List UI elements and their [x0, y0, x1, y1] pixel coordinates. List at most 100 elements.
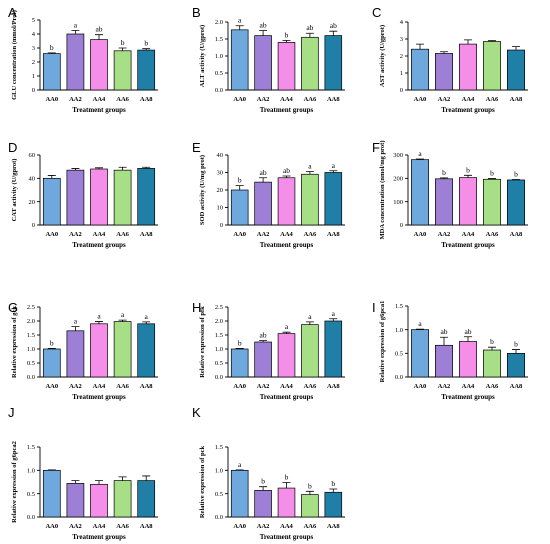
bar-aa0	[230, 189, 249, 226]
x-axis-label: Treatment groups	[260, 241, 314, 249]
y-tick-label: 300	[393, 152, 403, 159]
error-bar	[305, 321, 314, 325]
error-bar	[282, 482, 291, 489]
bar-aa2	[254, 341, 272, 378]
x-tick-label: AA6	[486, 96, 499, 103]
error-bar	[118, 47, 127, 51]
x-tick-label: AA8	[327, 523, 340, 530]
chart-panel-c: C 0 1 2 3 4 AA0 AA2 AA4 AA6 AA8 Treatment groups AST…	[372, 5, 528, 114]
bar-aa8	[507, 49, 525, 91]
error-bar	[95, 34, 103, 40]
significance-label: b	[121, 38, 125, 47]
y-tick-label: 0	[32, 222, 35, 229]
y-axis-label: Relative expression of g6pca2	[11, 441, 18, 523]
y-tick-label: 2.5	[215, 304, 223, 311]
y-axis-label: Relative expression of pck	[199, 445, 206, 518]
error-bar	[142, 166, 151, 169]
x-tick-label: AA0	[45, 96, 58, 103]
y-tick-label: 200	[393, 176, 403, 183]
y-tick-label: 0.0	[395, 374, 403, 381]
y-tick-label: 100	[393, 199, 403, 206]
error-bar	[282, 175, 291, 178]
y-tick-label: 2.5	[27, 304, 35, 311]
bar-aa2	[254, 181, 272, 226]
error-bar	[71, 30, 80, 34]
bar-aa4	[90, 323, 108, 378]
x-tick-label: AA2	[257, 96, 270, 103]
y-tick-label: 0.5	[27, 360, 35, 367]
bar-aa4	[459, 177, 477, 226]
significance-label: a	[145, 312, 149, 321]
y-tick-label: 2.0	[215, 318, 223, 325]
x-tick-label: AA0	[414, 231, 427, 238]
significance-label: ab	[260, 331, 267, 340]
y-axis-label: CAT activity (U/gprot)	[11, 159, 18, 222]
x-tick-label: AA8	[510, 231, 523, 238]
bar-aa6	[113, 50, 132, 91]
x-tick-label: AA0	[233, 96, 246, 103]
y-tick-label: 0.0	[27, 374, 35, 381]
y-axis-label: MDA concentration (nmol/mg prot)	[379, 141, 386, 240]
bar-aa6	[301, 36, 319, 91]
chart-panel-a: A 0 1 2 3 4 5 b AA0 a AA2 ab AA4 b AA6 b AA8 Treatment gr…	[8, 5, 158, 114]
error-bar	[142, 321, 151, 324]
panel-label: F	[372, 140, 380, 155]
y-tick-label: 1.5	[395, 303, 403, 310]
panel-label: I	[372, 300, 376, 315]
y-tick-label: 1.5	[27, 444, 35, 451]
significance-label: a	[121, 310, 125, 319]
bar-aa8	[137, 168, 156, 226]
x-tick-label: AA2	[69, 231, 82, 238]
error-bar	[71, 168, 80, 171]
significance-label: ab	[306, 23, 313, 32]
chart-panel-e: E 0 10 20 30 40 b AA0 ab AA2 ab AA4 a AA6 a AA8 Treatmen…	[192, 140, 345, 249]
error-bar	[235, 185, 244, 190]
x-tick-label: AA4	[280, 231, 293, 238]
y-axis-label: SOD activity (U/mg prot)	[199, 155, 206, 225]
chart-panel-i: I 0.0 0.5 1.0 1.5 a AA0 ab AA2 ab AA4 b AA6 b AA8 Treat…	[372, 300, 528, 401]
y-tick-label: 0.5	[215, 360, 223, 367]
bar-aa6	[301, 494, 319, 518]
y-axis-label: Relative expression of gck	[11, 306, 18, 378]
error-bar	[282, 331, 291, 334]
y-axis-label: Relative expression of g6pca1	[379, 301, 386, 383]
bar-aa2	[66, 33, 85, 91]
y-tick-label: 0	[32, 87, 35, 94]
x-tick-label: AA4	[93, 383, 106, 390]
x-tick-label: AA4	[93, 96, 106, 103]
significance-label: b	[238, 338, 242, 347]
bar-aa4	[90, 483, 108, 518]
significance-label: b	[238, 176, 242, 185]
bar-aa0	[42, 348, 61, 378]
bar-aa6	[483, 41, 501, 91]
error-bar	[464, 39, 472, 45]
y-tick-label: 2	[400, 53, 403, 60]
bar-aa0	[411, 48, 429, 91]
y-tick-label: 1.5	[215, 36, 223, 43]
y-tick-label: 0.0	[215, 87, 223, 94]
significance-label: a	[238, 460, 242, 469]
error-bar	[118, 166, 127, 171]
significance-label: ab	[464, 327, 471, 336]
y-tick-label: 4	[32, 31, 36, 38]
significance-label: b	[514, 340, 518, 349]
significance-label: b	[331, 479, 335, 488]
y-tick-label: 0.5	[215, 491, 223, 498]
error-bar	[142, 475, 151, 481]
x-tick-label: AA8	[140, 231, 153, 238]
error-bar	[71, 480, 80, 484]
bar-aa4	[90, 168, 108, 226]
error-bar	[305, 171, 314, 175]
error-bar	[235, 25, 244, 30]
y-tick-label: 0.5	[215, 70, 223, 77]
y-tick-label: 0.0	[215, 374, 223, 381]
bar-aa4	[277, 487, 296, 518]
error-bar	[259, 340, 268, 342]
x-tick-label: AA4	[93, 523, 106, 530]
x-tick-label: AA8	[140, 523, 153, 530]
error-bar	[47, 175, 56, 179]
x-tick-label: AA8	[327, 231, 340, 238]
significance-label: ab	[260, 168, 267, 177]
error-bar	[440, 177, 448, 179]
y-tick-label: 20	[29, 199, 36, 206]
